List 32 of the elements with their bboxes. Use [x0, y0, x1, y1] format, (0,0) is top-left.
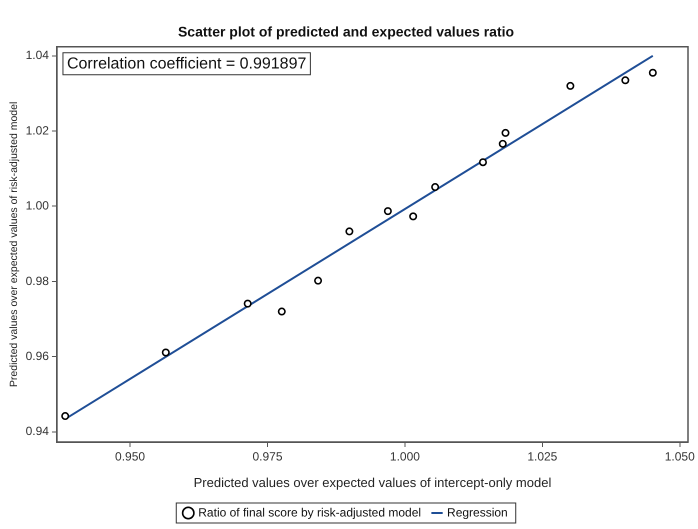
x-tick-label: 1.000	[390, 450, 420, 464]
point	[431, 183, 440, 192]
point	[61, 412, 70, 420]
y-tick-label: 0.94	[26, 424, 50, 438]
point	[502, 128, 510, 137]
point	[409, 212, 418, 220]
legend-label: Ratio of final score by risk-adjusted model	[198, 505, 422, 520]
point	[621, 76, 630, 84]
point	[498, 140, 507, 148]
point	[384, 207, 392, 216]
point	[345, 227, 354, 236]
point	[478, 158, 487, 166]
chart-title: Scatter plot of predicted and expected values ratio	[178, 23, 514, 40]
annotation: Correlation coefficient = 0.991897	[66, 56, 306, 73]
x-axis-title: Predicted values over expected values of intercept-only model	[194, 474, 552, 490]
x-tick-label: 1.050	[664, 450, 696, 464]
x-tick-label: 0.950	[115, 450, 146, 464]
y-axis-title: Predicted values over expected values of risk-adjusted model	[8, 102, 20, 388]
point	[244, 300, 252, 308]
point	[314, 276, 322, 285]
point	[566, 82, 574, 90]
y-tick-label: 0.96	[26, 348, 50, 363]
y-tick-label: 1.02	[26, 123, 50, 138]
y-tick-label: 1.00	[26, 198, 50, 213]
x-tick-label: 0.975	[252, 450, 283, 464]
x-tick-label: 1.025	[527, 450, 558, 464]
y-tick-label: 1.04	[26, 48, 50, 62]
point	[648, 68, 657, 77]
y-tick-label: 0.98	[26, 274, 50, 288]
point	[162, 348, 170, 357]
point	[278, 308, 286, 316]
legend-label: Regression	[447, 505, 508, 520]
